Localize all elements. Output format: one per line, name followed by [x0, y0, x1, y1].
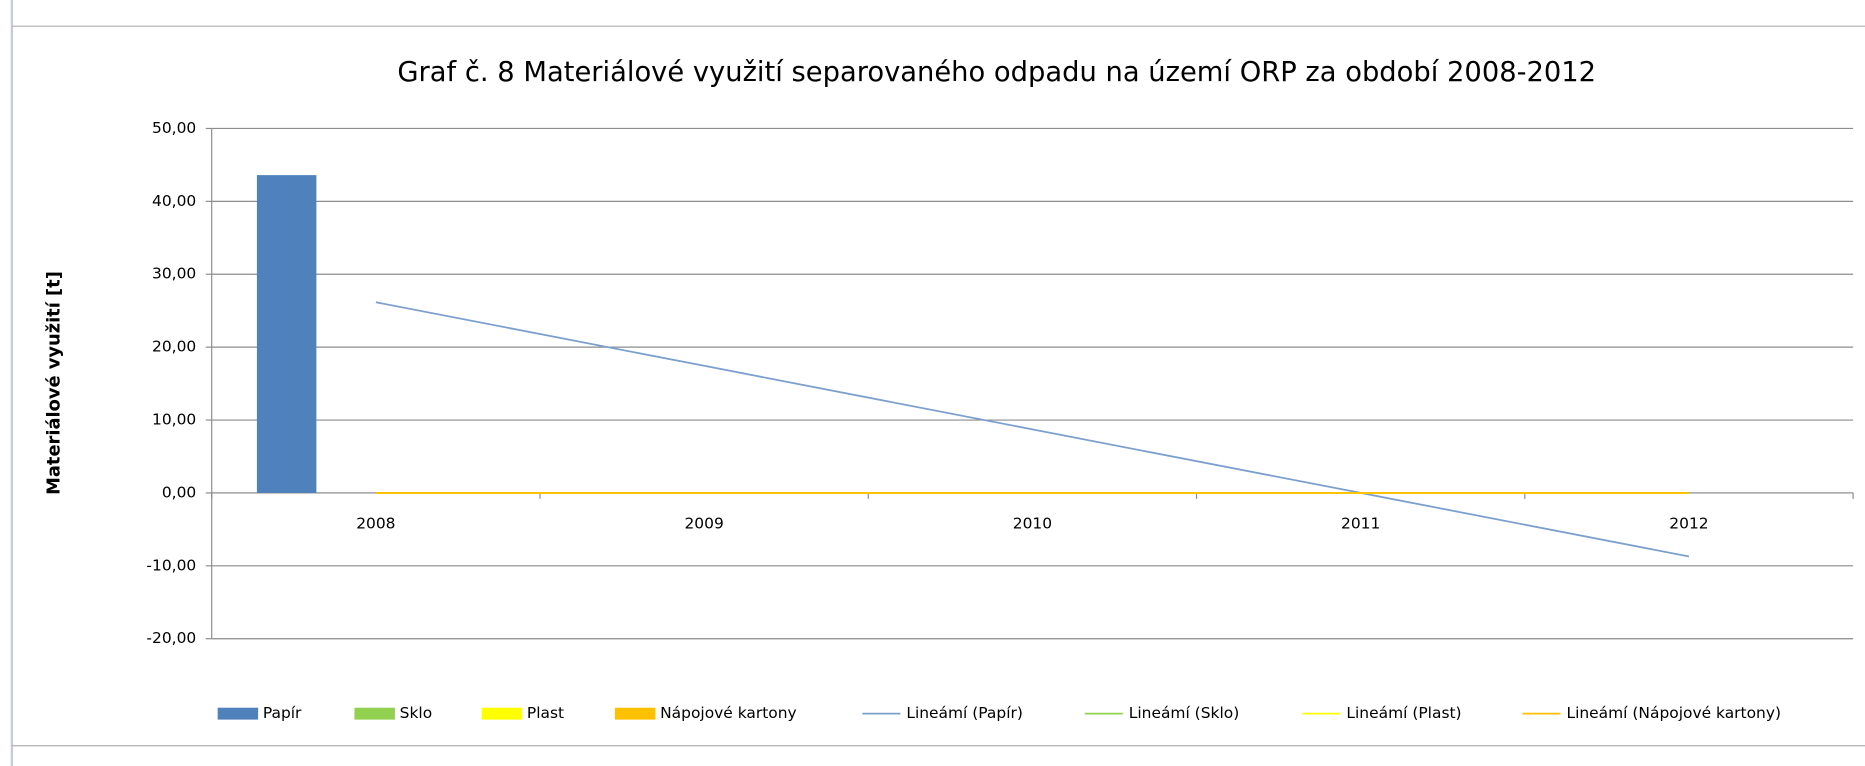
y-tick-label: 10,00	[152, 411, 196, 429]
x-tick-label: 2012	[1669, 514, 1708, 532]
y-tick-label: 20,00	[152, 338, 196, 356]
y-axis-label: Materiálové využití [t]	[44, 271, 65, 495]
y-tick-label: 0,00	[162, 483, 196, 501]
legend-swatch	[354, 707, 395, 720]
y-tick-label: -10,00	[146, 556, 196, 574]
x-tick-label: 2010	[1013, 514, 1052, 532]
legend-label: Sklo	[400, 704, 433, 722]
legend-label: Lineámí (Nápojové kartony)	[1566, 704, 1781, 722]
trend-line	[375, 301, 1690, 558]
legend-label: Lineámí (Sklo)	[1129, 704, 1239, 722]
legend-swatch	[614, 707, 656, 720]
x-tick-label: 2011	[1341, 514, 1380, 532]
legend-label: Plast	[527, 704, 564, 722]
legend-label: Lineámí (Plast)	[1346, 704, 1461, 722]
chart-title: Graf č. 8 Materiálové využití separované…	[397, 57, 1596, 88]
bar	[256, 175, 317, 493]
legend-swatch	[481, 707, 523, 720]
legend-label: Nápojové kartony	[660, 704, 797, 722]
x-tick-label: 2009	[684, 514, 723, 532]
y-tick-label: 30,00	[152, 265, 196, 283]
y-tick-label: 40,00	[152, 192, 196, 210]
legend-swatch	[217, 707, 259, 720]
y-tick-label: -20,00	[146, 629, 196, 647]
x-tick-label: 2008	[356, 514, 395, 532]
legend-label: Lineámí (Papír)	[906, 704, 1023, 722]
y-tick-label: 50,00	[152, 119, 196, 137]
legend-label: Papír	[263, 704, 302, 722]
